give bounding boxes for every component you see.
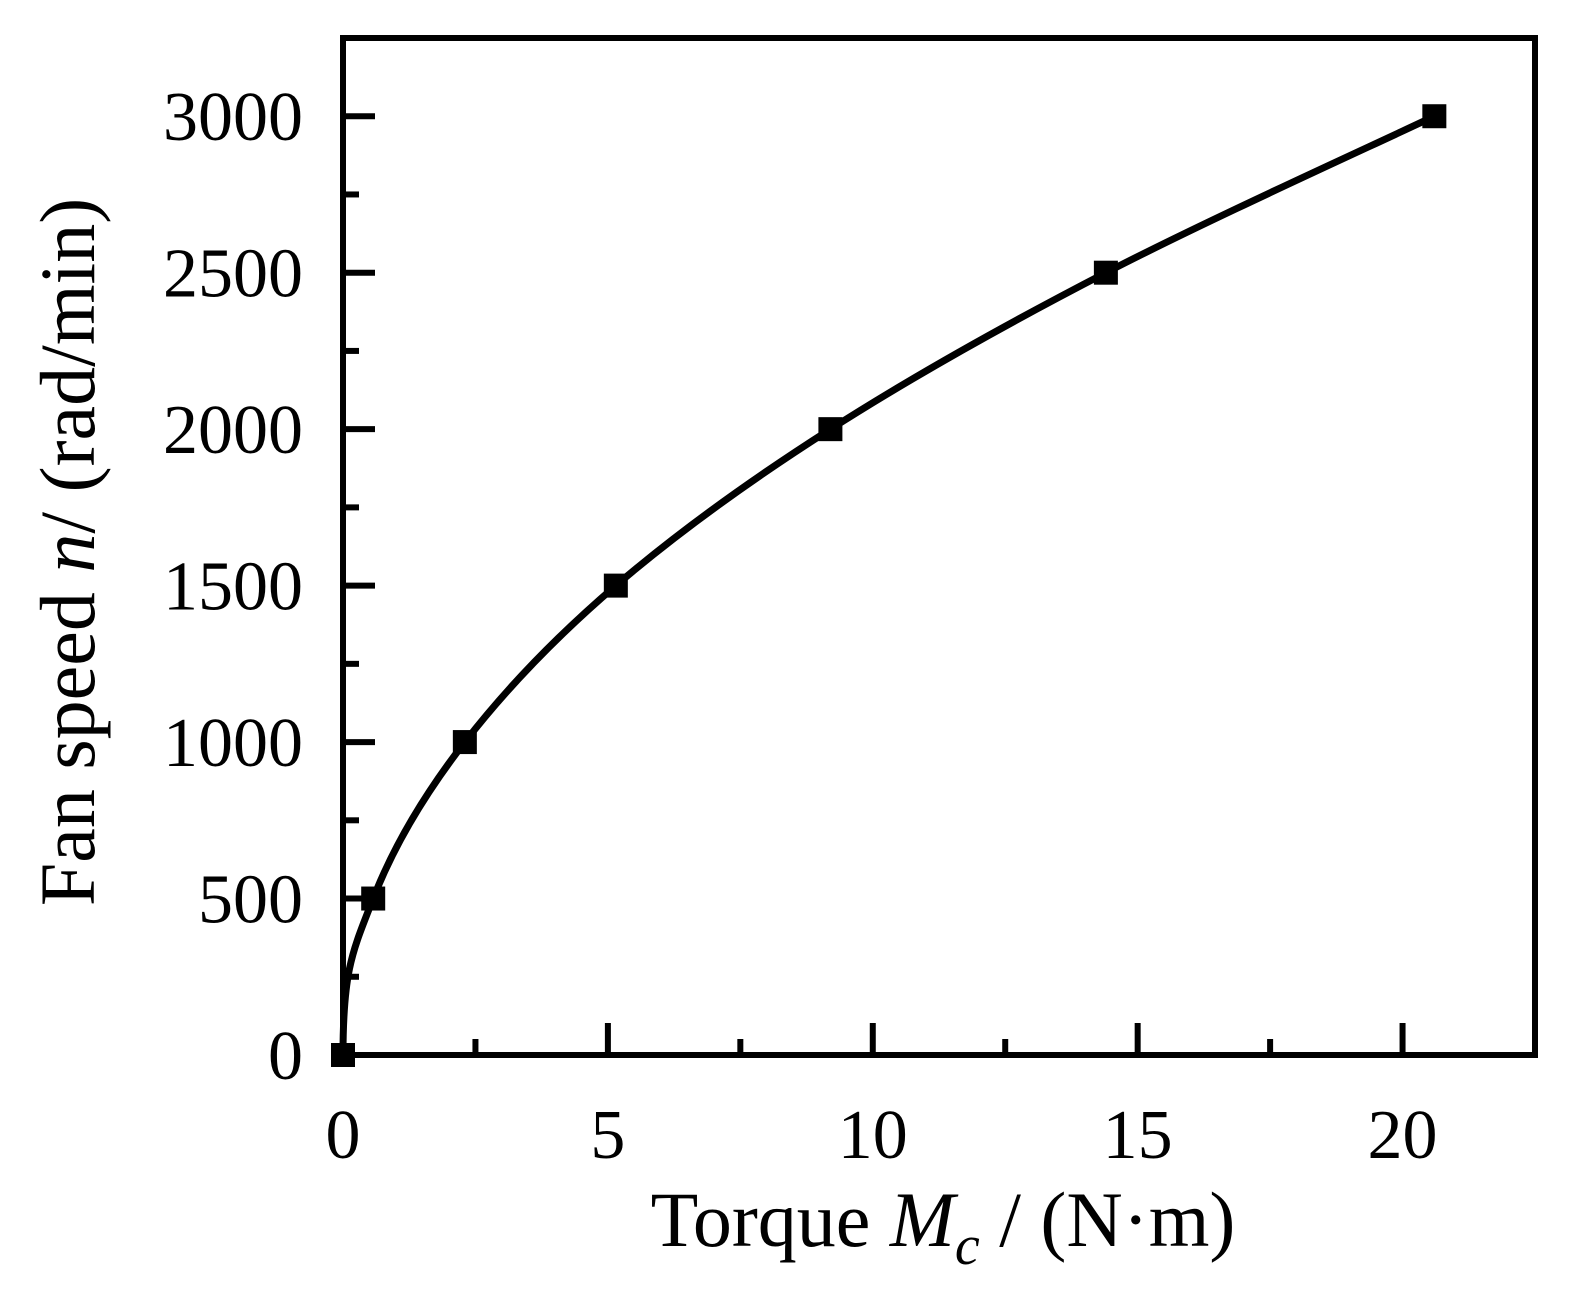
y-tick-label: 2500	[163, 236, 303, 313]
y-tick-label: 500	[198, 862, 303, 939]
data-point-marker	[452, 730, 477, 755]
tick-labels: 0 5 10 15 20 0 500 1000 1500 2000 2500 3000	[163, 79, 1438, 1174]
series-line	[339, 112, 1438, 1059]
y-tick-label: 3000	[163, 79, 303, 156]
x-tick-label: 20	[1368, 1097, 1438, 1174]
data-point-marker	[361, 886, 386, 911]
y-tick-label: 0	[268, 1018, 303, 1095]
plot-area	[340, 35, 1538, 1058]
x-tick-label: 10	[838, 1097, 908, 1174]
y-tick-label: 1500	[163, 549, 303, 626]
data-point-marker	[1422, 104, 1447, 129]
y-tick-label: 1000	[163, 705, 303, 782]
data-point-marker	[1093, 260, 1118, 285]
data-point-marker	[818, 417, 843, 442]
data-markers	[331, 104, 1447, 1067]
x-axis-title: Torque Mc / (N·m)	[651, 1176, 1236, 1277]
x-tick-label: 0	[326, 1097, 361, 1174]
plot-frame	[340, 35, 1538, 1058]
y-tick-label: 2000	[163, 392, 303, 469]
data-point-marker	[603, 573, 628, 598]
y-axis-title: Fan speed n/ (rad/min)	[24, 198, 111, 906]
x-tick-label: 15	[1103, 1097, 1173, 1174]
axis-ticks	[343, 35, 1538, 1055]
data-point-marker	[331, 1043, 355, 1067]
x-tick-label: 5	[590, 1097, 625, 1174]
data-series	[339, 112, 1438, 1059]
